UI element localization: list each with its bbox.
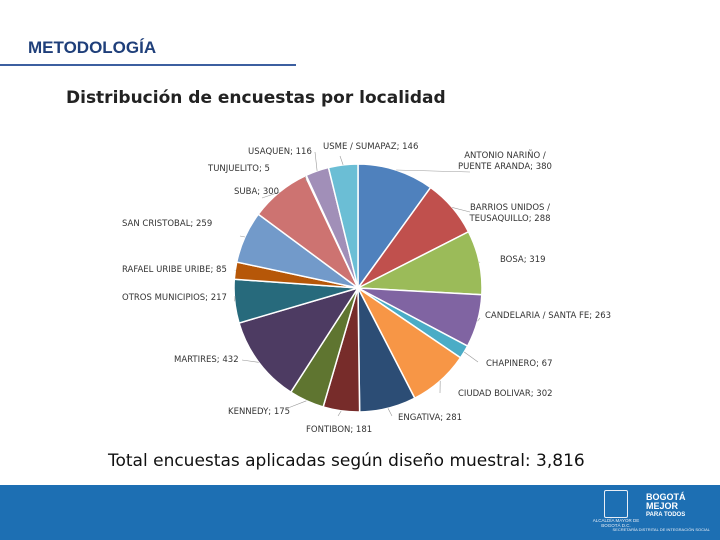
leader-line	[339, 155, 344, 165]
data-label: CHAPINERO; 67	[486, 359, 552, 369]
brand-line-2: MEJOR	[646, 501, 679, 511]
leader-line	[337, 410, 342, 417]
brand-subtitle: SECRETARÍA DISTRITAL DE INTEGRACIÓN SOCI…	[612, 527, 711, 532]
data-label: ENGATIVA; 281	[398, 413, 462, 423]
brand-logo: BOGOTÁ MEJOR PARA TODOS	[646, 493, 686, 520]
leader-line	[464, 351, 479, 363]
data-label: CIUDAD BOLIVAR; 302	[458, 389, 553, 399]
leader-line	[477, 317, 481, 322]
data-label: ANTONIO NARIÑO / PUENTE ARANDA; 380	[458, 150, 552, 172]
data-label: RAFAEL URIBE URIBE; 85	[122, 265, 227, 275]
data-label: TUNJUELITO; 5	[207, 164, 270, 174]
data-label: SUBA; 300	[234, 187, 279, 197]
pie-slice	[327, 163, 359, 289]
leader-line	[396, 169, 471, 173]
city-seal-icon	[604, 490, 628, 518]
leader-line	[239, 235, 246, 238]
leader-line	[287, 400, 307, 409]
data-label: OTROS MUNICIPIOS; 217	[122, 293, 227, 303]
leader-line	[452, 207, 471, 213]
data-label: KENNEDY; 175	[228, 407, 290, 417]
pie-slice	[357, 163, 432, 291]
leader-line	[241, 359, 259, 363]
total-surveys-text: Total encuestas aplicadas según diseño m…	[108, 451, 585, 471]
seal-caption: ALCALDÍA MAYOR DE BOGOTÁ D.C.	[592, 518, 640, 528]
footer-bar	[0, 485, 720, 540]
data-label: BOSA; 319	[500, 255, 546, 265]
title-underline	[0, 64, 296, 66]
data-label: FONTIBON; 181	[306, 425, 372, 435]
brand-line-3: PARA TODOS	[646, 512, 686, 518]
leader-line	[261, 191, 280, 199]
data-label: SAN CRISTOBAL; 259	[122, 219, 212, 229]
section-title: METODOLOGÍA	[28, 38, 157, 57]
chart-title: Distribución de encuestas por localidad	[66, 88, 446, 108]
data-label: USAQUEN; 116	[248, 147, 312, 157]
brand-line-1: BOGOTÁ	[646, 492, 686, 502]
data-label: MARTIRES; 432	[174, 355, 239, 365]
leader-line	[314, 151, 318, 171]
leader-line	[387, 408, 393, 417]
data-label: BARRIOS UNIDOS / TEUSAQUILLO; 288	[468, 203, 550, 224]
data-label: CANDELARIA / SANTA FE; 263	[485, 311, 611, 321]
data-label: USME / SUMAPAZ; 146	[323, 142, 418, 152]
